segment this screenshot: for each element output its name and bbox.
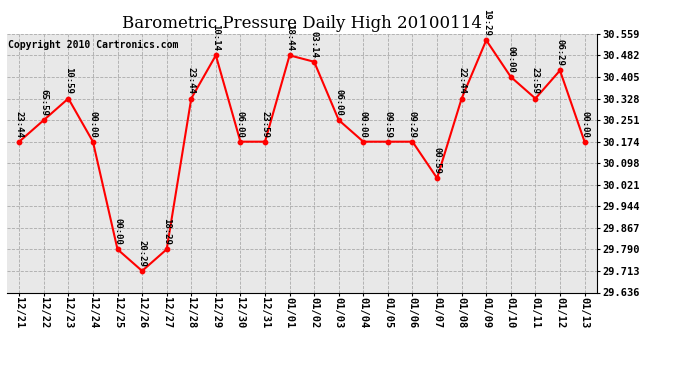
Text: 03:14: 03:14 xyxy=(310,31,319,58)
Text: 00:59: 00:59 xyxy=(433,147,442,174)
Text: 23:59: 23:59 xyxy=(261,111,270,138)
Point xyxy=(186,96,197,102)
Point xyxy=(481,37,492,43)
Point xyxy=(308,59,319,65)
Text: 09:29: 09:29 xyxy=(408,111,417,138)
Text: 06:00: 06:00 xyxy=(334,89,343,116)
Point xyxy=(579,139,590,145)
Point xyxy=(407,139,418,145)
Point xyxy=(456,96,467,102)
Text: 09:59: 09:59 xyxy=(384,111,393,138)
Text: 06:00: 06:00 xyxy=(236,111,245,138)
Text: Copyright 2010 Cartronics.com: Copyright 2010 Cartronics.com xyxy=(8,40,179,50)
Text: 06:29: 06:29 xyxy=(555,39,564,66)
Text: 23:44: 23:44 xyxy=(14,111,23,138)
Point xyxy=(555,68,566,74)
Point xyxy=(137,268,148,274)
Point xyxy=(210,53,221,58)
Text: 23:59: 23:59 xyxy=(531,68,540,94)
Point xyxy=(14,139,25,145)
Text: 10:14: 10:14 xyxy=(211,24,220,51)
Text: 00:00: 00:00 xyxy=(359,111,368,138)
Point xyxy=(333,117,344,123)
Text: 18:44: 18:44 xyxy=(285,24,294,51)
Text: 00:00: 00:00 xyxy=(113,218,122,245)
Point xyxy=(63,96,74,102)
Text: 00:00: 00:00 xyxy=(580,111,589,138)
Point xyxy=(431,175,442,181)
Text: 23:44: 23:44 xyxy=(187,68,196,94)
Point xyxy=(235,139,246,145)
Point xyxy=(382,139,393,145)
Text: 00:00: 00:00 xyxy=(88,111,97,138)
Text: 10:59: 10:59 xyxy=(64,68,73,94)
Title: Barometric Pressure Daily High 20100114: Barometric Pressure Daily High 20100114 xyxy=(122,15,482,32)
Text: 00:00: 00:00 xyxy=(506,46,515,73)
Text: 19:29: 19:29 xyxy=(482,9,491,36)
Text: 20:29: 20:29 xyxy=(137,240,146,267)
Point xyxy=(112,246,123,252)
Text: 22:44: 22:44 xyxy=(457,68,466,94)
Point xyxy=(530,96,541,102)
Point xyxy=(358,139,369,145)
Point xyxy=(161,246,172,252)
Point xyxy=(284,53,295,58)
Point xyxy=(259,139,270,145)
Text: 65:59: 65:59 xyxy=(39,89,48,116)
Text: 18:29: 18:29 xyxy=(162,218,171,245)
Point xyxy=(38,117,49,123)
Point xyxy=(505,74,516,80)
Point xyxy=(88,139,99,145)
